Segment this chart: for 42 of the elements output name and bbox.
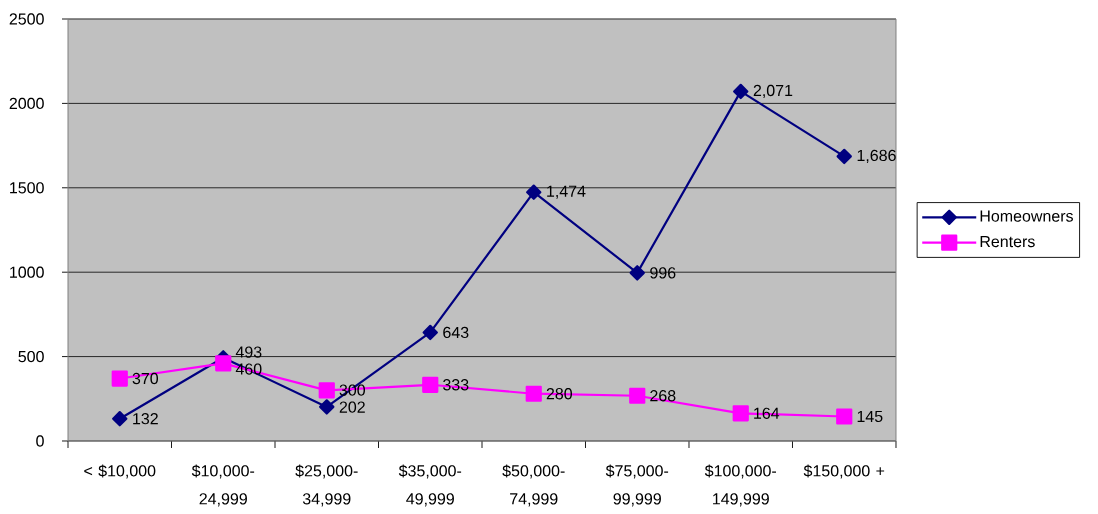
y-tick-label: 2500 — [9, 13, 44, 25]
data-label: 996 — [650, 267, 676, 279]
data-label: 370 — [132, 372, 159, 385]
x-tick-label: $35,000-49,999 — [398, 464, 462, 507]
x-tick-label: < $10,000 — [84, 464, 156, 479]
data-label: 2,071 — [753, 84, 793, 99]
data-label: 145 — [857, 410, 883, 423]
y-tick-label: 2000 — [9, 97, 44, 110]
point — [526, 184, 542, 200]
point — [629, 387, 646, 404]
point — [422, 324, 438, 341]
data-label: 132 — [133, 413, 158, 425]
y-tick-label: 0 — [36, 435, 44, 447]
point — [111, 370, 128, 387]
legend-label: Renters — [980, 235, 1035, 248]
data-label: 643 — [443, 326, 469, 339]
point — [732, 405, 749, 422]
point — [112, 411, 128, 427]
data-label: 1,474 — [547, 185, 586, 199]
point — [318, 382, 335, 399]
point — [733, 83, 749, 100]
x-tick-label: $25,000-34,999 — [295, 464, 358, 507]
x-tick-label: $150,000 + — [803, 464, 885, 479]
point — [525, 385, 542, 402]
data-label: 268 — [650, 390, 676, 402]
data-label: 202 — [339, 401, 365, 413]
point — [629, 265, 645, 281]
point — [422, 376, 439, 393]
legend-label: Homeowners — [980, 210, 1073, 222]
data-label: 1,686 — [857, 149, 896, 163]
x-tick-label: $50,000-74,999 — [502, 464, 565, 507]
y-tick-label: 1500 — [10, 182, 44, 194]
point — [215, 355, 232, 372]
x-tick-label: $100,000-149,999 — [704, 464, 777, 507]
y-tick-label: 500 — [18, 350, 44, 363]
x-tick-label: $10,000-24,999 — [191, 464, 255, 507]
x-tick-label: $75,000-99,999 — [605, 464, 669, 507]
data-label: 493 — [235, 346, 262, 358]
y-tick-label: 1000 — [10, 266, 44, 278]
point — [836, 408, 853, 425]
point — [319, 399, 335, 415]
point — [836, 148, 852, 165]
